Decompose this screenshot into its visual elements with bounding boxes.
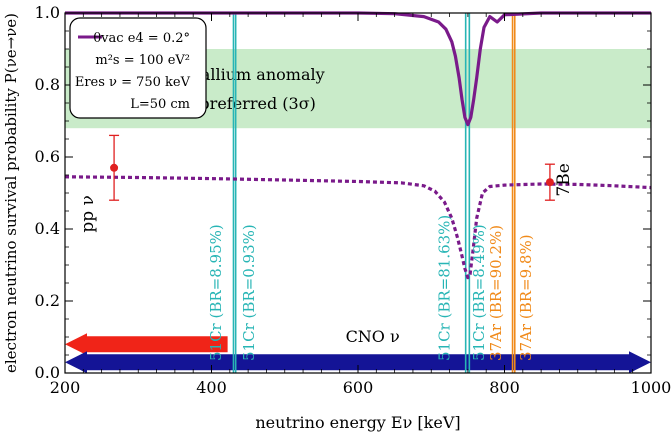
- x-tick-label: 800: [489, 378, 520, 397]
- y-tick-label: 1.0: [35, 3, 60, 22]
- y-tick-label: 0.4: [35, 219, 60, 238]
- band-label-line2: preferred (3σ): [199, 94, 315, 113]
- data-point-0: [110, 163, 119, 172]
- y-axis-label: electron neutrino survival probability P…: [2, 13, 20, 373]
- line-label-3: 51Cr (BR=8.49%): [470, 224, 488, 361]
- pp-neutrino-label: pp ν: [78, 195, 98, 233]
- x-tick-label: 400: [196, 378, 227, 397]
- y-tick-label: 0.2: [35, 291, 60, 310]
- survival-curve-solid: [65, 11, 651, 127]
- x-axis-label: neutrino energy Eν [keV]: [255, 413, 460, 432]
- legend-line-3: L=50 cm: [130, 97, 190, 112]
- x-tick-label: 600: [343, 378, 374, 397]
- legend-box: [69, 17, 207, 119]
- y-tick-label: 0.6: [35, 147, 60, 166]
- legend-line-0: θvac e4 = 0.2°: [93, 31, 190, 46]
- x-tick-label: 200: [50, 378, 81, 397]
- low-energy-arrow: [65, 333, 228, 356]
- cno-neutrino-label: CNO ν: [346, 327, 400, 346]
- y-tick-label: 0.8: [35, 75, 60, 94]
- line-label-4: 37Ar (BR=90.2%): [487, 225, 505, 361]
- line-label-0: 51Cr (BR=8.95%): [207, 224, 225, 361]
- data-point-1: [545, 178, 554, 187]
- y-tick-label: 0.0: [35, 363, 60, 382]
- line-label-1: 51Cr (BR=0.93%): [240, 224, 258, 361]
- legend-line-1: m²s = 100 eV²: [95, 53, 190, 68]
- x-tick-label: 1000: [631, 378, 671, 397]
- line-label-2: 51Cr (BR=81.63%): [436, 215, 454, 361]
- band-label-line1: gallium anomaly: [191, 65, 325, 84]
- survival-curve-dotted: [64, 175, 652, 280]
- legend-line-2: Eres ν = 750 keV: [75, 75, 191, 90]
- line-label-5: 37Ar (BR=9.8%): [517, 234, 535, 361]
- be7-label: 7Be: [554, 163, 574, 196]
